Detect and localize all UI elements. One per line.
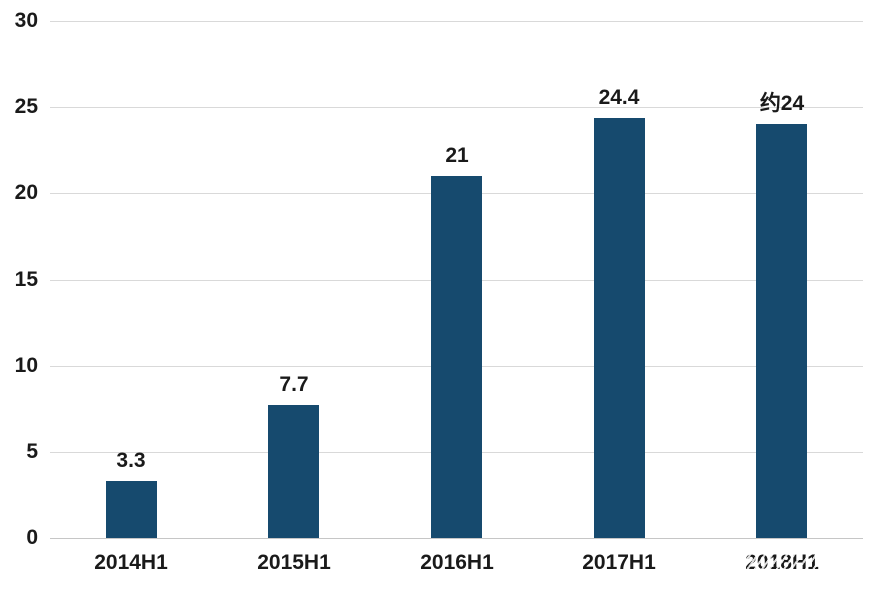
bar-value-label: 24.4 (598, 86, 640, 109)
y-axis-tick-label: 0 (26, 526, 38, 549)
y-axis-tick-label: 30 (14, 9, 38, 32)
x-axis-category-label: 2015H1 (257, 551, 331, 574)
x-axis-category-label: 2014H1 (94, 551, 168, 574)
gridline (50, 107, 863, 108)
x-axis-category-label: 2016H1 (420, 551, 494, 574)
bar-value-label: 3.3 (116, 449, 146, 472)
x-axis-category-label: 2017H1 (582, 551, 656, 574)
bar (756, 124, 807, 538)
y-axis-tick-label: 20 (14, 181, 38, 204)
y-axis-tick-label: 15 (14, 268, 38, 291)
gridline-baseline (50, 538, 863, 539)
y-axis-tick-label: 5 (26, 440, 38, 463)
y-axis-tick-label: 10 (14, 354, 38, 377)
bar-value-label: 约24 (759, 92, 805, 115)
bar (268, 405, 319, 538)
bar-value-label: 7.7 (279, 373, 309, 396)
y-axis-tick-label: 25 (14, 95, 38, 118)
bar (594, 118, 645, 538)
gridline (50, 21, 863, 22)
bar-value-label: 21 (445, 144, 469, 167)
x-axis-category-label: 2018H1 (712, 551, 852, 575)
bar (106, 481, 157, 538)
bar (431, 176, 482, 538)
watermark-scratch-overlay (712, 551, 852, 575)
